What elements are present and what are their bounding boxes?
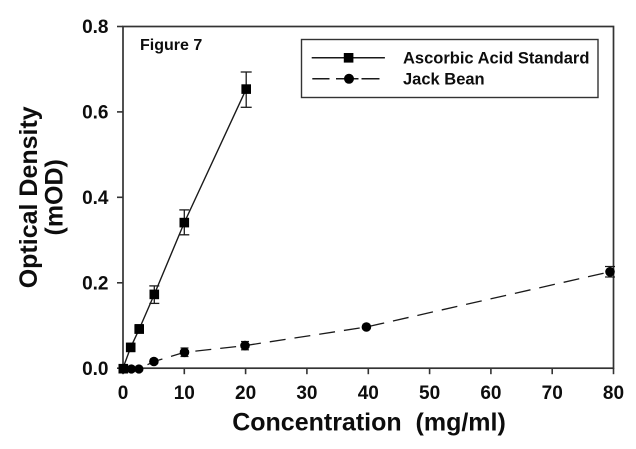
svg-text:Ascorbic Acid Standard: Ascorbic Acid Standard [403, 50, 589, 68]
svg-text:0.0: 0.0 [82, 359, 108, 380]
svg-text:20: 20 [235, 383, 256, 404]
svg-text:Figure 7: Figure 7 [140, 37, 202, 54]
svg-text:60: 60 [480, 383, 501, 404]
svg-text:0.8: 0.8 [82, 17, 108, 38]
svg-text:0.2: 0.2 [82, 274, 108, 295]
svg-text:50: 50 [419, 383, 440, 404]
svg-text:Concentration (mg/ml): Concentration (mg/ml) [232, 409, 506, 437]
svg-text:80: 80 [603, 383, 624, 404]
svg-text:40: 40 [358, 383, 379, 404]
svg-text:70: 70 [542, 383, 563, 404]
svg-text:Jack Bean: Jack Bean [403, 71, 485, 89]
svg-text:10: 10 [174, 383, 195, 404]
svg-text:(mOD): (mOD) [41, 159, 69, 235]
svg-text:0.6: 0.6 [82, 103, 108, 124]
svg-text:Optical Density: Optical Density [15, 106, 43, 288]
svg-text:0: 0 [118, 383, 129, 404]
svg-text:30: 30 [296, 383, 317, 404]
svg-text:0.4: 0.4 [82, 188, 109, 209]
